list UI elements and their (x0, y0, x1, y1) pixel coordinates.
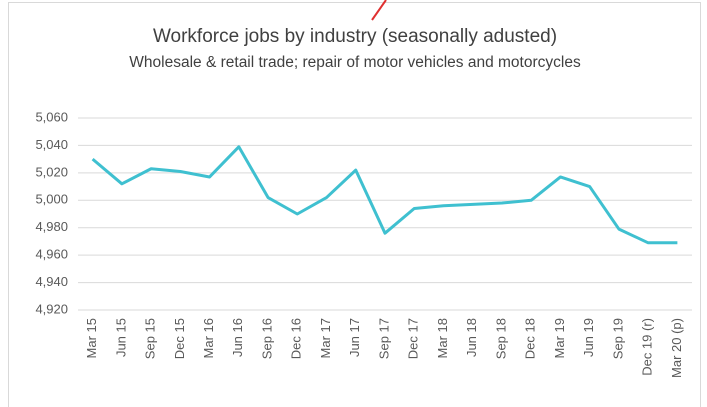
chart-title: Workforce jobs by industry (seasonally a… (152, 26, 558, 47)
y-tick-label: 4,980 (35, 219, 68, 234)
y-tick-label: 4,920 (35, 301, 68, 316)
x-tick-label: Sep 19 (610, 318, 625, 359)
x-tick-label: Mar 16 (201, 318, 216, 358)
x-tick-label: Dec 15 (172, 318, 187, 359)
x-tick-label: Sep 15 (143, 318, 158, 359)
x-tick-label: Sep 16 (259, 318, 274, 359)
y-tick-label: 5,020 (35, 164, 68, 179)
y-tick-label: 5,060 (35, 109, 68, 124)
x-tick-label: Mar 20 (p) (669, 318, 684, 378)
x-tick-label: Jun 15 (113, 318, 128, 357)
chart-border (8, 2, 701, 407)
x-tick-label: Mar 18 (435, 318, 450, 358)
x-tick-label: Mar 17 (318, 318, 333, 358)
x-tick-label: Sep 18 (493, 318, 508, 359)
x-tick-label: Dec 19 (r) (640, 318, 655, 376)
x-tick-label: Jun 17 (347, 318, 362, 357)
x-tick-label: Mar 19 (552, 318, 567, 358)
y-tick-label: 5,040 (35, 137, 68, 152)
x-tick-label: Mar 15 (84, 318, 99, 358)
x-tick-label: Dec 18 (523, 318, 538, 359)
y-tick-label: 4,940 (35, 274, 68, 289)
x-tick-label: Dec 17 (406, 318, 421, 359)
data-line (91, 145, 678, 245)
y-tick-label: 4,960 (35, 247, 68, 262)
decoration (371, 0, 387, 21)
y-tick-label: 5,000 (35, 192, 68, 207)
x-tick-label: Dec 16 (289, 318, 304, 359)
x-tick-label: Jun 16 (230, 318, 245, 357)
x-tick-label: Jun 19 (581, 318, 596, 357)
x-tick-label: Sep 17 (376, 318, 391, 359)
x-tick-label: Jun 18 (464, 318, 479, 357)
chart-subtitle: Wholesale & retail trade; repair of moto… (129, 54, 581, 71)
